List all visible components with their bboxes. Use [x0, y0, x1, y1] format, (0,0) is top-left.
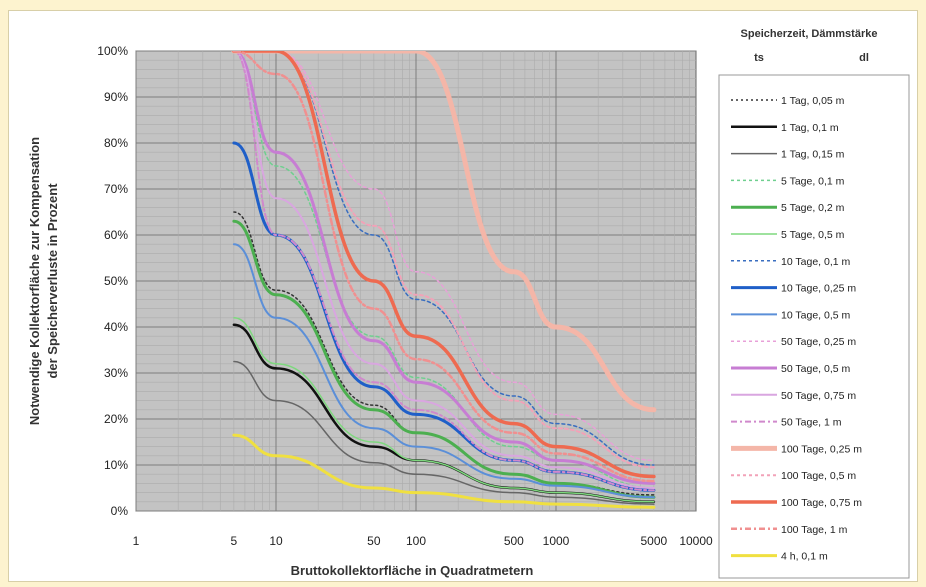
- y-tick-labels: 0% 10% 20% 30% 40% 50% 60% 70% 80% 90% 100%: [97, 44, 128, 518]
- legend-label: 1 Tag, 0,05 m: [781, 95, 845, 107]
- x-tick-label: 5000: [641, 534, 668, 548]
- x-tick-label: 5: [231, 534, 238, 548]
- y-tick-label: 20%: [104, 412, 128, 426]
- y-tick-label: 70%: [104, 182, 128, 196]
- legend-label: 100 Tage, 1 m: [781, 524, 848, 536]
- y-tick-label: 60%: [104, 228, 128, 242]
- legend-label: 1 Tag, 0,15 m: [781, 149, 845, 161]
- series-line: [232, 51, 656, 485]
- legend-label: 10 Tage, 0,5 m: [781, 309, 851, 321]
- series-line: [232, 219, 656, 499]
- y-axis-title-line1: Notwendige Kollektorfläche zur Kompensat…: [27, 137, 42, 425]
- legend-label: 10 Tage, 0,1 m: [781, 256, 851, 268]
- x-tick-labels: 1 5 10 50 100 500 1000 5000 10000: [133, 534, 713, 548]
- series-line: [233, 51, 655, 462]
- chart-frame: 0% 10% 20% 30% 40% 50% 60% 70% 80% 90% 100% 1 5 10 50…: [8, 10, 918, 582]
- series-line: [233, 360, 655, 505]
- legend: 1 Tag, 0,05 m 1 Tag, 0,1 m 1 Tag, 0,15 m 5 …: [731, 95, 862, 563]
- x-tick-label: 100: [406, 534, 426, 548]
- legend-label: 5 Tage, 0,1 m: [781, 175, 845, 187]
- series-line: [232, 51, 655, 492]
- legend-label: 50 Tage, 1 m: [781, 417, 842, 429]
- legend-label: 50 Tage, 0,5 m: [781, 363, 851, 375]
- series-line: [232, 51, 655, 489]
- legend-label: 50 Tage, 0,75 m: [781, 390, 856, 402]
- y-tick-label: 40%: [104, 320, 128, 334]
- x-tick-label: 500: [504, 534, 524, 548]
- x-tick-label: 1: [133, 534, 140, 548]
- series-line: [232, 243, 655, 499]
- series-line: [233, 317, 655, 503]
- y-tick-label: 10%: [104, 458, 128, 472]
- legend-label: 5 Tage, 0,5 m: [781, 229, 845, 241]
- legend-label: 100 Tage, 0,25 m: [781, 443, 862, 455]
- legend-label: 5 Tage, 0,2 m: [781, 202, 845, 214]
- series-line: [231, 51, 657, 413]
- y-tick-label: 30%: [104, 366, 128, 380]
- y-tick-label: 90%: [104, 90, 128, 104]
- legend-label: 10 Tage, 0,25 m: [781, 283, 856, 295]
- series-line: [232, 433, 656, 509]
- y-tick-label: 100%: [97, 44, 128, 58]
- legend-label: 100 Tage, 0,75 m: [781, 497, 862, 509]
- x-axis-title: Bruttokollektorfläche in Quadratmetern: [291, 563, 534, 578]
- series-line: [232, 51, 656, 479]
- series-line: [232, 51, 656, 483]
- x-tick-label: 1000: [543, 534, 570, 548]
- x-tick-label: 50: [367, 534, 381, 548]
- series-line: [232, 51, 655, 469]
- legend-label: 100 Tage, 0,5 m: [781, 470, 856, 482]
- legend-title-dl: dl: [859, 52, 869, 64]
- legend-title-line1: Speicherzeit, Dämmstärke: [741, 28, 878, 40]
- x-tick-label: 10000: [679, 534, 713, 548]
- legend-label: 4 h, 0,1 m: [781, 551, 828, 563]
- y-tick-label: 0%: [111, 504, 129, 518]
- y-axis-title-line2: der Speicherverluste in Prozent: [45, 183, 60, 379]
- legend-box: [718, 74, 910, 579]
- legend-label: 50 Tage, 0,25 m: [781, 336, 856, 348]
- line-chart: 0% 10% 20% 30% 40% 50% 60% 70% 80% 90% 100% 1 5 10 50…: [27, 28, 910, 579]
- series-lines: [231, 51, 657, 509]
- legend-title-ts: ts: [754, 52, 764, 64]
- y-tick-label: 80%: [104, 136, 128, 150]
- legend-label: 1 Tag, 0,1 m: [781, 122, 839, 134]
- y-tick-label: 50%: [104, 274, 128, 288]
- x-tick-label: 10: [269, 534, 283, 548]
